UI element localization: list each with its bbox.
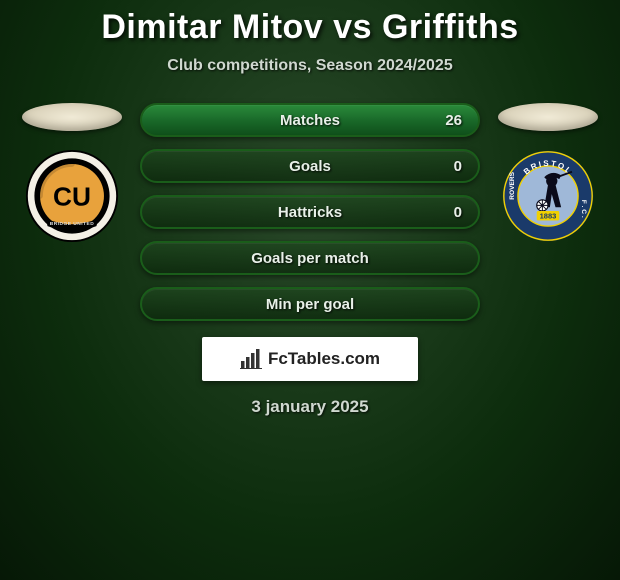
cambridge-crest-icon: CU BRIDGE UNITED <box>25 149 119 243</box>
bristol-rovers-crest-icon: BRISTOL ROVERS F . C . 1883 <box>501 149 595 243</box>
stat-label: Hattricks <box>278 204 342 221</box>
player-left-head <box>22 103 122 131</box>
brand-text: FcTables.com <box>268 349 380 369</box>
card-title: Dimitar Mitov vs Griffiths <box>0 0 620 47</box>
stats-column: Matches 26 Goals 0 Hattricks 0 Goals per… <box>140 103 480 321</box>
bar-chart-icon <box>240 349 262 369</box>
comparison-card: Dimitar Mitov vs Griffiths Club competit… <box>0 0 620 417</box>
player2-name: Griffiths <box>382 8 519 46</box>
stat-value: 0 <box>454 204 462 221</box>
stat-label: Matches <box>280 112 340 129</box>
svg-text:1883: 1883 <box>540 212 557 221</box>
brand-box: FcTables.com <box>202 337 418 381</box>
player-right-crest: BRISTOL ROVERS F . C . 1883 <box>501 149 595 243</box>
player-left-crest: CU BRIDGE UNITED <box>25 149 119 243</box>
player-right-head <box>498 103 598 131</box>
stat-label: Goals <box>289 158 331 175</box>
card-subtitle: Club competitions, Season 2024/2025 <box>0 57 620 75</box>
stat-label: Min per goal <box>266 296 354 313</box>
svg-text:CU: CU <box>53 181 91 211</box>
vs-separator: vs <box>333 8 372 46</box>
stat-label: Goals per match <box>251 250 369 267</box>
card-date: 3 january 2025 <box>0 397 620 417</box>
player-right-column: BRISTOL ROVERS F . C . 1883 <box>498 103 598 243</box>
svg-text:BRIDGE UNITED: BRIDGE UNITED <box>50 221 95 227</box>
stat-row-goals-per-match: Goals per match <box>140 241 480 275</box>
stat-row-goals: Goals 0 <box>140 149 480 183</box>
svg-text:ROVERS: ROVERS <box>509 171 516 199</box>
stat-row-min-per-goal: Min per goal <box>140 287 480 321</box>
content-row: CU BRIDGE UNITED Matches 26 Goals 0 Hatt… <box>0 103 620 321</box>
stat-value: 26 <box>445 112 462 129</box>
svg-text:F . C .: F . C . <box>580 200 587 218</box>
stat-row-hattricks: Hattricks 0 <box>140 195 480 229</box>
stat-row-matches: Matches 26 <box>140 103 480 137</box>
player1-name: Dimitar Mitov <box>101 8 323 46</box>
stat-value: 0 <box>454 158 462 175</box>
player-left-column: CU BRIDGE UNITED <box>22 103 122 243</box>
